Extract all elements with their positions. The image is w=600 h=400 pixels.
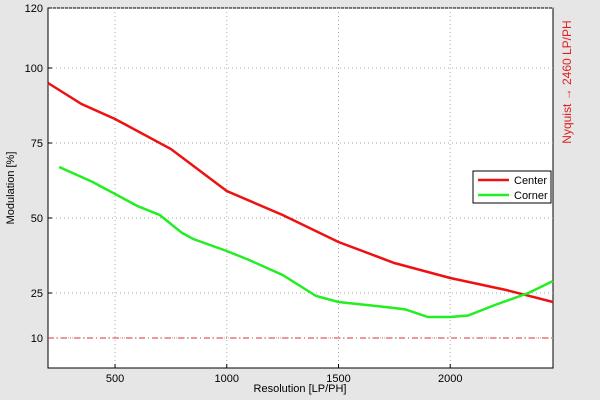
y-tick-label: 10 [31,333,43,345]
y-axis-label: Modulation [%] [5,152,17,225]
y-tick-label: 75 [31,138,43,150]
legend-box [472,170,552,204]
y-tick-label: 100 [25,63,43,75]
x-tick-label: 500 [106,373,124,385]
y-tick-label: 120 [25,3,43,15]
nyquist-label: Nyquist → 2460 LP/PH [560,20,574,143]
x-tick-label: 2000 [438,373,462,385]
y-tick-label: 25 [31,288,43,300]
x-tick-label: 1500 [326,373,350,385]
legend-label: Corner [514,190,548,202]
series-line [47,81,554,304]
legend-label: Center [514,175,547,187]
series-line [58,165,554,319]
x-tick-label: 1000 [215,373,239,385]
y-tick-label: 50 [31,213,43,225]
x-axis-label: Resolution [LP/PH] [254,383,347,395]
